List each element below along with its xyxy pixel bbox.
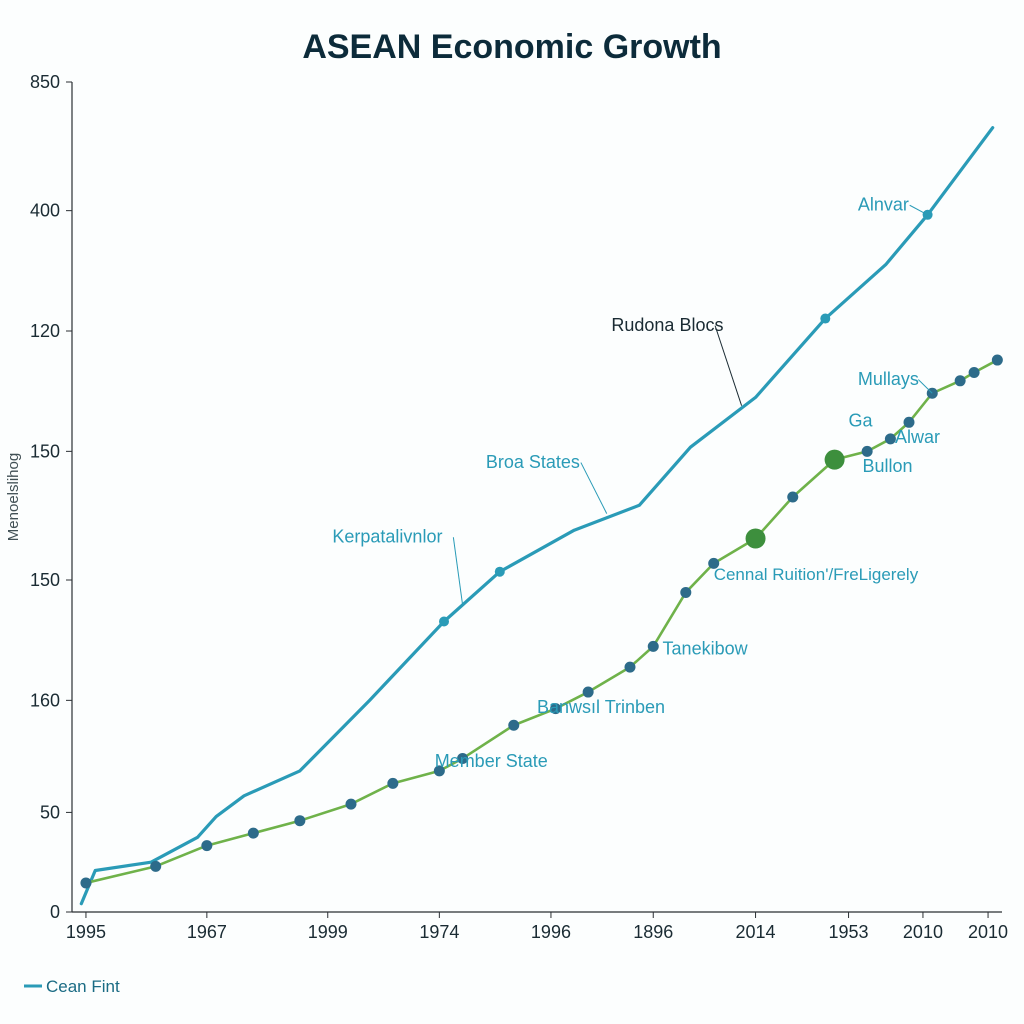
chart-title: ASEAN Economic Growth — [302, 28, 721, 66]
x-tick-label: 1953 — [829, 922, 869, 942]
annotation-label: Alwar — [895, 427, 940, 447]
annotation-label: Banwsıl Trinben — [537, 697, 665, 717]
x-tick-label: 1995 — [66, 922, 106, 942]
series-marker — [439, 617, 449, 627]
annotation-label: Bullon — [863, 456, 913, 476]
series-marker — [820, 314, 830, 324]
series-group — [80, 128, 1002, 904]
series-marker-big — [825, 450, 845, 470]
chart-svg: ASEAN Economic Growth Menoelslihog 850 40… — [0, 0, 1024, 1024]
annotation-label: Tanekibow — [663, 639, 749, 659]
x-tick-label: 2010 — [903, 922, 943, 942]
series-marker — [955, 375, 966, 386]
series-marker — [648, 641, 659, 652]
y-tick-label: 150 — [30, 441, 60, 461]
series-marker — [294, 815, 305, 826]
series-line — [86, 360, 997, 883]
annotation-leader — [910, 205, 928, 215]
x-ticks: 1995 1967 1999 1974 1996 1896 2014 1953 2010 2010 — [66, 912, 1008, 942]
annotation-label: Alnvar — [858, 195, 909, 215]
x-tick-label: 1967 — [187, 922, 227, 942]
y-tick-label: 160 — [30, 690, 60, 710]
x-tick-label: 1896 — [633, 922, 673, 942]
x-tick-label: 1974 — [419, 922, 459, 942]
annotation-leader — [581, 463, 607, 514]
series-marker — [248, 828, 259, 839]
legend-label: Cean Fint — [46, 977, 120, 996]
annotation-label: Kerpatalivnlor — [332, 527, 442, 547]
annotation-label: Cennal Ruition'/FreLigerely — [714, 565, 919, 584]
x-tick-label: 1999 — [308, 922, 348, 942]
y-axis-label: Menoelslihog — [5, 453, 22, 541]
annotation-leader — [715, 326, 742, 406]
annotation-label: Broa States — [486, 452, 580, 472]
series-marker-big — [746, 529, 766, 549]
series-marker — [346, 799, 357, 810]
x-tick-label: 1996 — [531, 922, 571, 942]
series-marker — [150, 861, 161, 872]
annotation-leader — [918, 380, 932, 394]
legend: Cean Fint — [24, 977, 120, 996]
y-tick-label: 50 — [40, 802, 60, 822]
series-marker — [680, 587, 691, 598]
y-ticks: 850 400 120 150 150 160 50 0 — [30, 72, 72, 922]
y-tick-label: 0 — [50, 902, 60, 922]
y-tick-label: 150 — [30, 570, 60, 590]
series-marker — [508, 720, 519, 731]
annotation-label: Rudona Blocs — [611, 315, 723, 335]
annotations-group: Alnvar Rudona Blocs Mullays Ga Alwar Bullon Br… — [332, 195, 940, 771]
series-line — [81, 128, 992, 904]
series-marker — [969, 367, 980, 378]
annotation-label: Mullays — [858, 369, 919, 389]
y-tick-label: 120 — [30, 321, 60, 341]
annotation-label: Member State — [435, 751, 548, 771]
series-marker — [201, 840, 212, 851]
y-tick-label: 400 — [30, 201, 60, 221]
annotation-leader — [453, 537, 462, 605]
annotation-label: Ga — [849, 410, 874, 430]
series-marker — [80, 877, 91, 888]
series-marker — [495, 567, 505, 577]
series-marker — [387, 778, 398, 789]
series-marker — [625, 662, 636, 673]
x-tick-label: 2014 — [736, 922, 776, 942]
series-marker — [787, 492, 798, 503]
chart-root: ASEAN Economic Growth Menoelslihog 850 40… — [0, 0, 1024, 1024]
x-tick-label: 2010 — [968, 922, 1008, 942]
y-tick-label: 850 — [30, 72, 60, 92]
series-marker — [992, 355, 1003, 366]
